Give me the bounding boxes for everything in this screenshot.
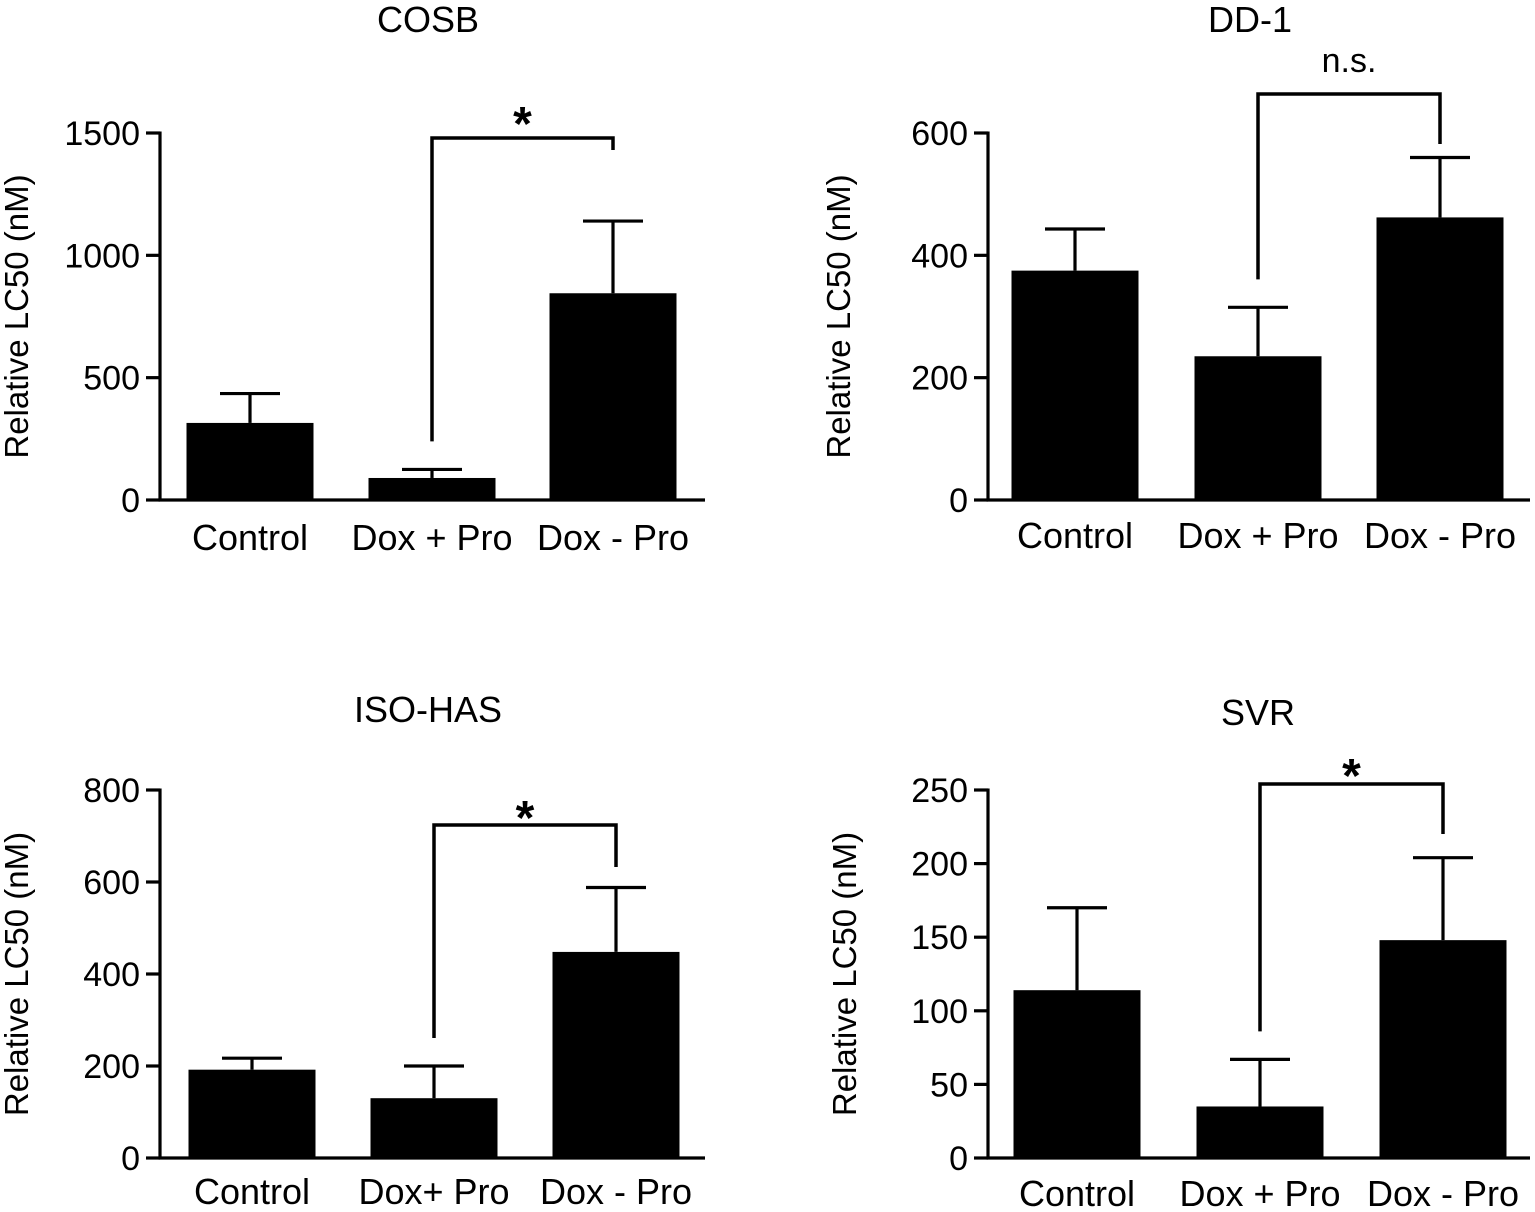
bar-dox-pro bbox=[1194, 356, 1322, 500]
category-label: Dox - Pro bbox=[1367, 1173, 1519, 1207]
y-tick-label: 100 bbox=[911, 993, 968, 1031]
significance-label: * bbox=[513, 98, 532, 151]
category-label: Dox - Pro bbox=[537, 517, 689, 558]
significance-label: n.s. bbox=[1322, 42, 1377, 80]
bar-dox-pro bbox=[1376, 217, 1504, 500]
category-label: Dox - Pro bbox=[1364, 515, 1516, 556]
bar-dox-pro bbox=[552, 951, 680, 1158]
y-tick-label: 200 bbox=[911, 360, 968, 398]
chart-panel-4: SVR Relative LC50 (nM) 0 50 100 150 200 250 Cont… bbox=[826, 692, 1530, 1212]
bar-dox-pro bbox=[1379, 940, 1507, 1158]
category-label: Control bbox=[192, 517, 308, 558]
y-tick-label: 250 bbox=[911, 772, 968, 810]
y-tick-label: 0 bbox=[949, 482, 968, 520]
significance-bracket bbox=[430, 136, 615, 442]
y-tick-label: 400 bbox=[911, 237, 968, 275]
significance-label: * bbox=[516, 792, 535, 845]
y-tick-label: 600 bbox=[911, 115, 968, 153]
category-label: Dox + Pro bbox=[1179, 1173, 1340, 1207]
y-tick-label: 0 bbox=[121, 1140, 140, 1178]
chart-panel-1: COSB Relative LC50 (nM) 0 500 1000 1500 Contro… bbox=[0, 0, 705, 558]
significance-bracket bbox=[1258, 782, 1445, 1032]
y-tick-label: 200 bbox=[911, 846, 968, 884]
significance-bracket bbox=[1256, 92, 1442, 280]
significance-bracket bbox=[432, 823, 618, 1038]
y-tick-label: 1000 bbox=[64, 237, 140, 275]
y-axis-label: Relative LC50 (nM) bbox=[820, 174, 857, 458]
category-label: Dox - Pro bbox=[540, 1171, 692, 1207]
y-tick-label: 0 bbox=[949, 1140, 968, 1178]
y-tick-label: 0 bbox=[121, 482, 140, 520]
category-label: Control bbox=[194, 1171, 310, 1207]
y-tick-label: 600 bbox=[83, 864, 140, 902]
category-label: Dox + Pro bbox=[1177, 515, 1338, 556]
chart-title: COSB bbox=[377, 0, 479, 40]
bar-dox-pro bbox=[370, 1098, 498, 1158]
chart-title: DD-1 bbox=[1208, 0, 1292, 40]
chart-title: ISO-HAS bbox=[354, 689, 502, 730]
chart-panel-2: DD-1 Relative LC50 (nM) 0 200 400 600 Control D… bbox=[820, 0, 1530, 556]
y-tick-label: 200 bbox=[83, 1048, 140, 1086]
bar-control bbox=[1013, 990, 1141, 1158]
y-axis-label: Relative LC50 (nM) bbox=[0, 174, 35, 458]
category-label: Control bbox=[1019, 1173, 1135, 1207]
y-tick-label: 1500 bbox=[64, 115, 140, 153]
y-tick-label: 400 bbox=[83, 956, 140, 994]
bar-control bbox=[188, 1069, 316, 1158]
y-tick-label: 500 bbox=[83, 360, 140, 398]
y-axis-label: Relative LC50 (nM) bbox=[826, 832, 863, 1116]
category-label: Dox + Pro bbox=[351, 517, 512, 558]
category-label: Dox+ Pro bbox=[358, 1171, 509, 1207]
y-tick-label: 150 bbox=[911, 919, 968, 957]
chart-title: SVR bbox=[1221, 692, 1295, 733]
bar-control bbox=[1011, 270, 1139, 500]
chart-panel-3: ISO-HAS Relative LC50 (nM) 0 200 400 600 800 Co… bbox=[0, 689, 705, 1212]
y-tick-label: 50 bbox=[930, 1066, 968, 1104]
bar-dox-pro bbox=[1196, 1106, 1324, 1158]
y-axis-label: Relative LC50 (nM) bbox=[0, 832, 35, 1116]
significance-label: * bbox=[1342, 750, 1361, 803]
bar-dox-pro bbox=[549, 293, 677, 500]
bar-dox-pro bbox=[368, 477, 496, 500]
bar-control bbox=[186, 422, 314, 500]
category-label: Control bbox=[1017, 515, 1133, 556]
y-tick-label: 800 bbox=[83, 772, 140, 810]
